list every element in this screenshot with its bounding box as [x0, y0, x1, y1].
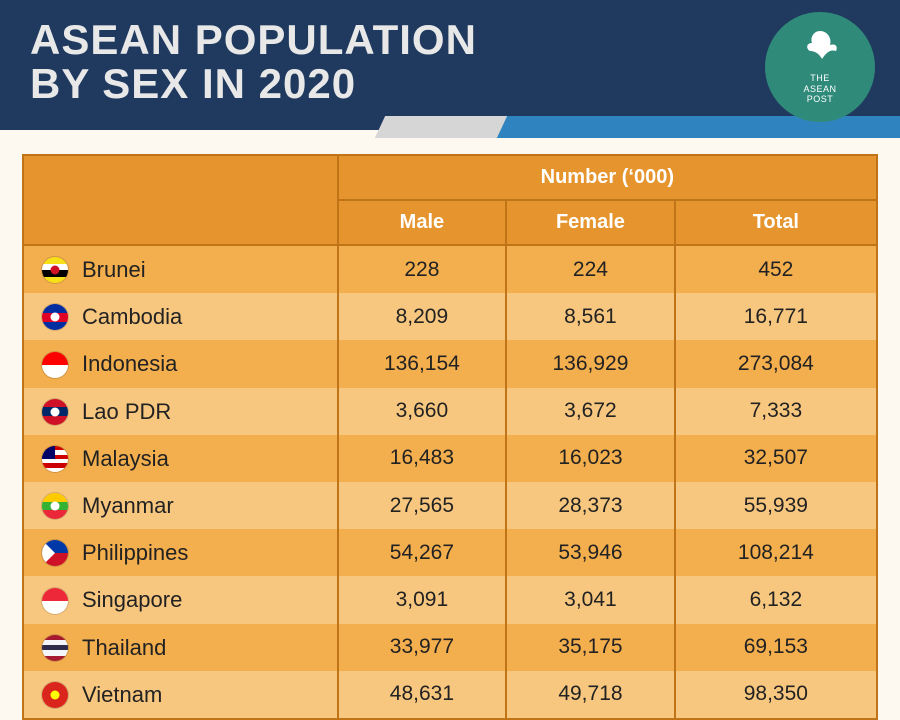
- hummingbird-icon: [800, 29, 840, 69]
- cell-female: 3,672: [506, 388, 675, 435]
- cell-male: 3,091: [338, 576, 507, 623]
- flag-icon: [42, 399, 68, 425]
- flag-icon: [42, 540, 68, 566]
- flag-icon: [42, 352, 68, 378]
- flag-icon: [42, 493, 68, 519]
- header-corner-cell: [23, 155, 338, 245]
- table-row: Lao PDR 3,6603,6727,333: [23, 388, 877, 435]
- cell-country: Malaysia: [23, 435, 338, 482]
- cell-male: 48,631: [338, 671, 507, 719]
- cell-country: Vietnam: [23, 671, 338, 719]
- flag-icon: [42, 588, 68, 614]
- cell-country: Indonesia: [23, 340, 338, 387]
- table-row: Cambodia 8,2098,56116,771: [23, 293, 877, 340]
- table-row: Brunei 228224452: [23, 245, 877, 293]
- cell-total: 452: [675, 245, 877, 293]
- cell-country: Thailand: [23, 624, 338, 671]
- table-body: Brunei228224452Cambodia8,2098,56116,771I…: [23, 245, 877, 719]
- title-line-2: BY SEX IN 2020: [30, 60, 356, 107]
- country-name: Singapore: [82, 588, 182, 613]
- country-name: Indonesia: [82, 352, 177, 377]
- cell-male: 33,977: [338, 624, 507, 671]
- cell-male: 136,154: [338, 340, 507, 387]
- country-name: Thailand: [82, 635, 166, 660]
- cell-male: 228: [338, 245, 507, 293]
- table-row: Vietnam 48,63149,71898,350: [23, 671, 877, 719]
- cell-female: 28,373: [506, 482, 675, 529]
- cell-country: Cambodia: [23, 293, 338, 340]
- cell-country: Brunei: [23, 245, 338, 293]
- flag-icon: [42, 446, 68, 472]
- cell-male: 3,660: [338, 388, 507, 435]
- cell-country: Lao PDR: [23, 388, 338, 435]
- cell-female: 224: [506, 245, 675, 293]
- cell-male: 54,267: [338, 529, 507, 576]
- cell-male: 8,209: [338, 293, 507, 340]
- country-name: Lao PDR: [82, 399, 171, 424]
- table-row: Singapore 3,0913,0416,132: [23, 576, 877, 623]
- country-name: Malaysia: [82, 446, 169, 471]
- header-male: Male: [338, 200, 507, 245]
- cell-female: 53,946: [506, 529, 675, 576]
- flag-icon: [42, 257, 68, 283]
- cell-total: 32,507: [675, 435, 877, 482]
- cell-total: 6,132: [675, 576, 877, 623]
- country-name: Vietnam: [82, 682, 162, 707]
- table-row: Myanmar 27,56528,37355,939: [23, 482, 877, 529]
- table-header: Number (‘000) Male Female Total: [23, 155, 877, 245]
- header-female: Female: [506, 200, 675, 245]
- cell-country: Philippines: [23, 529, 338, 576]
- table-row: Malaysia 16,48316,02332,507: [23, 435, 877, 482]
- table-row: Philippines 54,26753,946108,214: [23, 529, 877, 576]
- table-container: Number (‘000) Male Female Total Brunei 22…: [0, 130, 900, 720]
- country-name: Brunei: [82, 257, 146, 282]
- publisher-name: THE ASEAN POST: [803, 73, 836, 105]
- country-name: Myanmar: [82, 493, 174, 518]
- cell-total: 98,350: [675, 671, 877, 719]
- country-name: Philippines: [82, 540, 188, 565]
- cell-female: 8,561: [506, 293, 675, 340]
- header-group: Number (‘000): [338, 155, 877, 200]
- cell-female: 3,041: [506, 576, 675, 623]
- header-total: Total: [675, 200, 877, 245]
- flag-icon: [42, 304, 68, 330]
- cell-total: 108,214: [675, 529, 877, 576]
- flag-icon: [42, 635, 68, 661]
- cell-total: 273,084: [675, 340, 877, 387]
- cell-total: 55,939: [675, 482, 877, 529]
- cell-female: 35,175: [506, 624, 675, 671]
- cell-total: 69,153: [675, 624, 877, 671]
- header-banner: ASEAN POPULATION BY SEX IN 2020 THE ASEA…: [0, 0, 900, 130]
- title-line-1: ASEAN POPULATION: [30, 16, 477, 63]
- publisher-logo: THE ASEAN POST: [765, 12, 875, 122]
- cell-female: 16,023: [506, 435, 675, 482]
- country-name: Cambodia: [82, 304, 182, 329]
- cell-male: 27,565: [338, 482, 507, 529]
- table-row: Thailand 33,97735,17569,153: [23, 624, 877, 671]
- population-table: Number (‘000) Male Female Total Brunei 22…: [22, 154, 878, 720]
- cell-male: 16,483: [338, 435, 507, 482]
- cell-total: 7,333: [675, 388, 877, 435]
- cell-female: 136,929: [506, 340, 675, 387]
- flag-icon: [42, 682, 68, 708]
- table-row: Indonesia 136,154136,929273,084: [23, 340, 877, 387]
- cell-country: Singapore: [23, 576, 338, 623]
- cell-total: 16,771: [675, 293, 877, 340]
- cell-country: Myanmar: [23, 482, 338, 529]
- cell-female: 49,718: [506, 671, 675, 719]
